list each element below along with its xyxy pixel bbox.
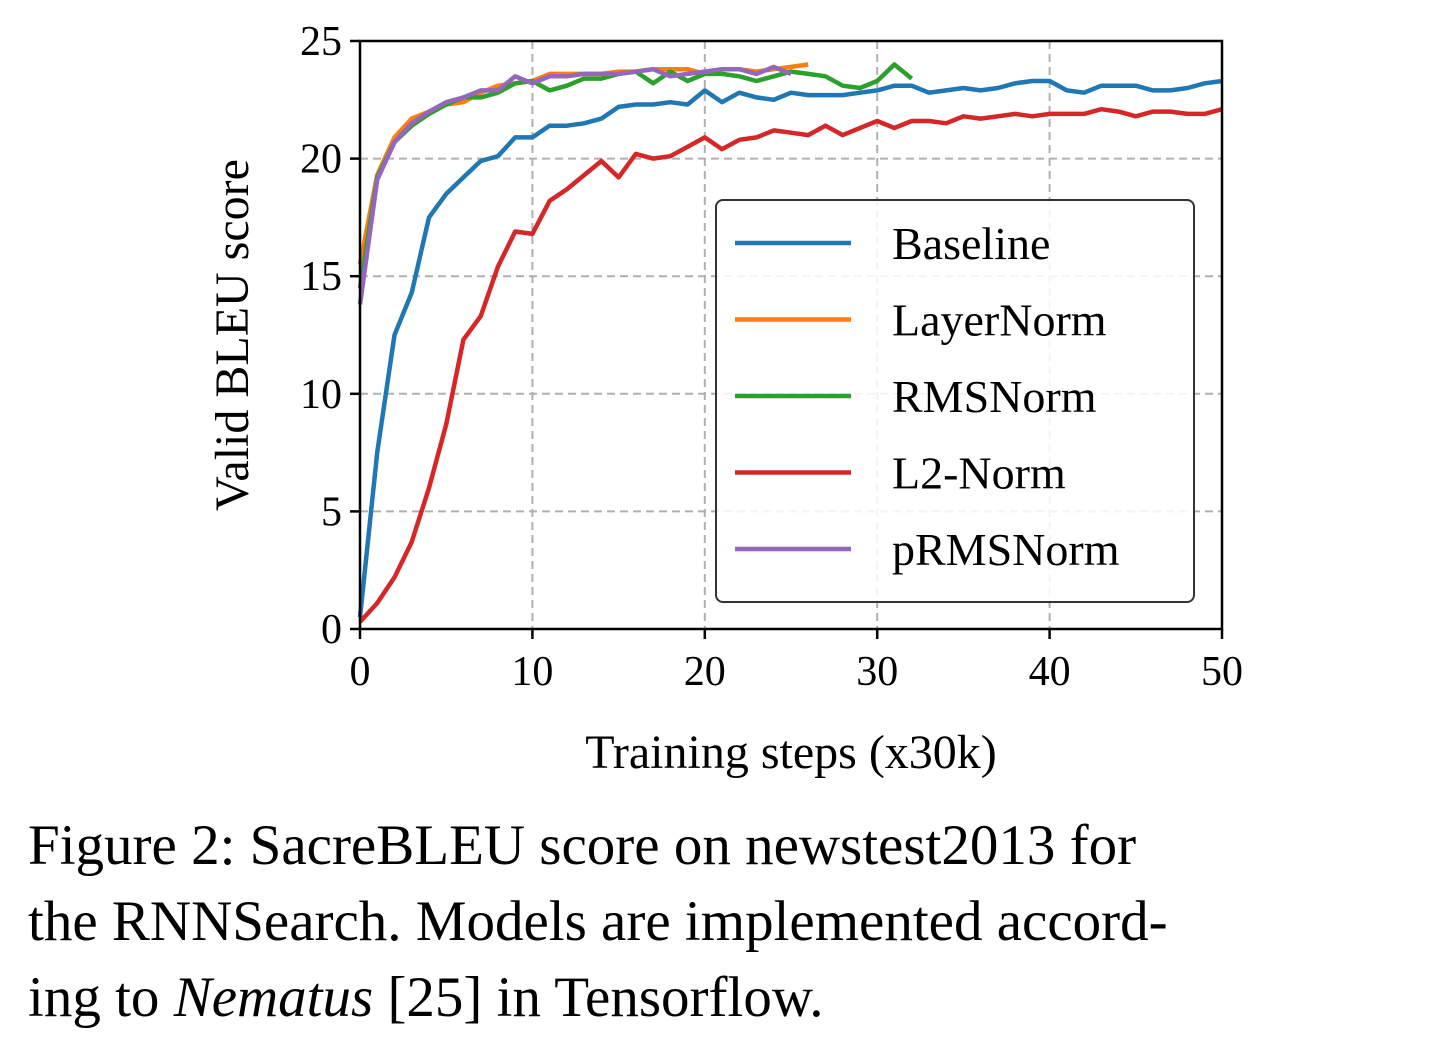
caption-line-2: the RNNSearch. Models are implemented ac… — [28, 890, 1168, 953]
y-tick-label: 0 — [321, 607, 342, 653]
y-axis-label: Valid BLEU score — [206, 159, 259, 511]
figure-caption: Figure 2: SacreBLEU score on newstest201… — [28, 808, 1448, 1036]
legend-frame — [715, 199, 1195, 603]
x-tick-label: 0 — [350, 649, 371, 695]
caption-line-1: Figure 2: SacreBLEU score on newstest201… — [28, 814, 1137, 877]
y-tick-label: 5 — [321, 489, 342, 535]
legend: Baseline LayerNorm RMSNorm L2-Norm pRMSNorm — [715, 199, 1195, 603]
series-line-prmsnorm — [357, 64, 792, 305]
chart: 0 10 20 30 40 50 0 5 10 15 20 25 Training steps (x3… — [206, 19, 1243, 779]
series-line-baseline — [357, 78, 1223, 618]
axes-frame — [358, 39, 1224, 631]
series-line-l2-norm — [358, 106, 1223, 624]
x-tick-label: 40 — [1029, 649, 1071, 695]
x-tick-label: 50 — [1201, 649, 1243, 695]
legend-label-l2-norm: L2-Norm — [892, 448, 1066, 499]
legend-label-prmsnorm: pRMSNorm — [892, 524, 1120, 575]
legend-label-layernorm: LayerNorm — [892, 295, 1107, 346]
x-axis-label: Training steps (x30k) — [585, 726, 997, 779]
series-layer — [357, 62, 1223, 624]
x-tick-label: 30 — [856, 649, 898, 695]
caption-line-3-italic: Nematus — [173, 966, 374, 1029]
ticks: 0 10 20 30 40 50 0 5 10 15 20 25 — [300, 19, 1243, 695]
legend-label-baseline: Baseline — [892, 218, 1050, 269]
y-tick-label: 20 — [300, 137, 342, 183]
y-tick-label: 15 — [300, 254, 342, 300]
y-tick-label: 10 — [300, 372, 342, 418]
caption-line-3-pre: ing to — [28, 966, 174, 1029]
legend-label-rmsnorm: RMSNorm — [892, 371, 1097, 422]
x-tick-label: 20 — [684, 649, 726, 695]
y-tick-label: 25 — [300, 19, 342, 65]
caption-line-3-post: [25] in Tensorflow. — [373, 966, 824, 1029]
x-tick-label: 10 — [511, 649, 553, 695]
